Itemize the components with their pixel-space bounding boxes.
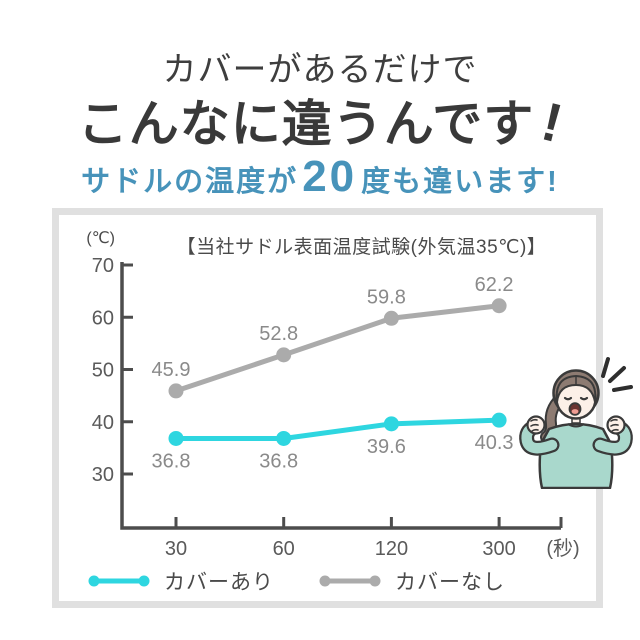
legend-label: カバーなし bbox=[395, 571, 505, 594]
data-point-label: 36.8 bbox=[259, 450, 298, 472]
data-point bbox=[383, 310, 399, 326]
y-tick-label: 60 bbox=[92, 307, 114, 329]
temperature-line-chart: 70 60 50 40 30 30 60 120 300 (秒) (℃) 36.8 36.8 39.6 40… bbox=[86, 230, 579, 560]
collar bbox=[567, 423, 585, 428]
bangs bbox=[555, 375, 597, 403]
data-point bbox=[276, 430, 292, 446]
shirt bbox=[538, 422, 614, 489]
heading-top: カバーがあるだけで bbox=[162, 51, 478, 89]
chart-title: 【当社サドル表面温度試験(外気温35℃)】 bbox=[176, 237, 547, 258]
data-point-label: 45.9 bbox=[152, 359, 191, 381]
headline-text: こんなに違うんです bbox=[77, 96, 535, 152]
y-tick-label: 50 bbox=[92, 360, 114, 382]
excitement-lines-icon bbox=[601, 357, 633, 392]
data-point bbox=[491, 412, 507, 428]
y-tick-label: 30 bbox=[92, 464, 114, 486]
legend-label: カバーあり bbox=[164, 571, 274, 594]
data-point bbox=[168, 383, 184, 399]
y-tick-label: 70 bbox=[92, 255, 114, 277]
data-point-label: 36.8 bbox=[152, 450, 191, 472]
y-unit-label: (℃) bbox=[86, 230, 115, 247]
subtitle-post: 度も違います! bbox=[361, 166, 559, 198]
left-fist bbox=[526, 415, 546, 435]
x-tick-label: 120 bbox=[375, 538, 408, 560]
series-line bbox=[173, 303, 502, 394]
data-point-label: 52.8 bbox=[259, 323, 298, 345]
x-tick-label: 60 bbox=[273, 538, 295, 560]
data-point-label: 59.8 bbox=[367, 286, 406, 308]
x-tick-label: 30 bbox=[165, 538, 187, 560]
legend-swatch-line-icon bbox=[88, 575, 150, 587]
headline: こんなに違うんです! bbox=[0, 84, 640, 156]
x-tick-label: 300 bbox=[482, 538, 515, 560]
data-point-label: 39.6 bbox=[367, 436, 406, 458]
cheering-woman-illustration bbox=[519, 357, 633, 489]
legend-item: カバーなし bbox=[318, 566, 505, 596]
series-line bbox=[173, 417, 502, 441]
subtitle-number: 20 bbox=[302, 152, 358, 201]
y-tick-label: 40 bbox=[92, 412, 114, 434]
chart-axes bbox=[120, 262, 561, 530]
data-point bbox=[491, 298, 507, 314]
subtitle-pre: サドルの温度が bbox=[81, 166, 299, 198]
data-point-label: 62.2 bbox=[475, 274, 514, 296]
eyes bbox=[563, 396, 589, 401]
subtitle: サドルの温度が 20 度も違います! bbox=[0, 152, 640, 202]
legend-swatch-line-icon bbox=[319, 575, 381, 587]
chart-panel: 【当社サドル表面温度試験(外気温35℃)】 70 60 50 40 30 30 60 120 3… bbox=[52, 208, 603, 608]
legend-item: カバーあり bbox=[87, 566, 274, 596]
chart-legend: カバーあり カバーなし bbox=[87, 566, 505, 596]
right-fist bbox=[606, 415, 626, 435]
headline-exclamation: ! bbox=[536, 91, 570, 155]
data-point bbox=[383, 416, 399, 432]
x-unit-label: (秒) bbox=[546, 537, 579, 560]
tongue bbox=[571, 409, 579, 414]
data-point bbox=[276, 347, 292, 363]
data-point-label: 40.3 bbox=[475, 432, 514, 454]
data-point bbox=[168, 430, 184, 446]
